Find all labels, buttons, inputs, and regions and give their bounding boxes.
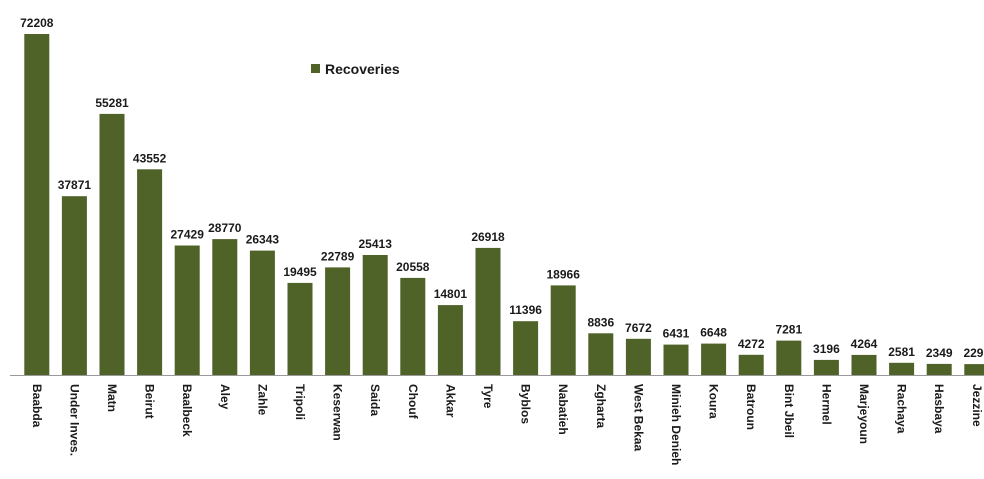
bar-hasbaya	[926, 363, 952, 375]
value-label: 43552	[133, 151, 167, 165]
category-label: Koura	[707, 384, 721, 419]
bar-koura	[701, 343, 727, 375]
value-label: 22789	[321, 249, 355, 263]
bar-west-bekaa	[625, 338, 651, 375]
bar-batroun	[738, 354, 764, 375]
value-labels-group: 72208 37871 55281 43552 27429 28770 26343 19495…	[20, 16, 984, 360]
bar-byblos	[513, 321, 539, 375]
bar-marjeyoun	[851, 354, 877, 375]
category-labels-group: Baabda Under Inves. Matn Beirut Baalbeck Aley…	[30, 384, 984, 465]
value-label: 6648	[700, 326, 727, 340]
category-label: West Bekaa	[631, 384, 645, 451]
category-label: Tyre	[481, 384, 495, 409]
value-label: 26343	[246, 233, 280, 247]
value-label: 7672	[625, 321, 652, 335]
value-label: 37871	[58, 178, 92, 192]
value-label: 4272	[738, 337, 765, 351]
value-label: 6431	[663, 327, 690, 341]
bar-beirut	[137, 169, 163, 375]
legend: Recoveries	[311, 61, 400, 77]
value-label: 8836	[587, 315, 614, 329]
value-label: 20558	[396, 260, 430, 274]
category-label: Rachaya	[895, 384, 909, 434]
bar-keserwan	[325, 267, 351, 375]
value-label: 3196	[813, 342, 840, 356]
value-label: 11396	[509, 303, 542, 317]
legend-swatch	[311, 64, 320, 73]
value-label: 55281	[95, 96, 129, 110]
value-label: 2298	[963, 346, 984, 360]
bars-group	[24, 34, 984, 376]
value-label: 2581	[888, 345, 915, 359]
category-label: Zahle	[255, 384, 269, 416]
value-label: 2349	[926, 346, 953, 360]
category-label: Baabda	[30, 384, 44, 428]
bar-zgharta	[588, 333, 614, 375]
category-label: Saida	[368, 384, 382, 416]
category-label: Minieh Denieh	[669, 384, 683, 465]
category-label: Baalbeck	[180, 384, 194, 437]
category-label: Batroun	[744, 384, 758, 430]
bar-aley	[212, 239, 238, 375]
category-label: Aley	[218, 384, 232, 410]
value-label: 18966	[547, 267, 581, 281]
bar-matn	[99, 113, 125, 376]
value-label: 25413	[359, 237, 393, 251]
bar-zahle	[249, 250, 275, 375]
category-label: Hasbaya	[932, 384, 946, 434]
bar-baabda	[24, 34, 50, 375]
category-label: Under Inves.	[67, 384, 81, 456]
category-label: Jezzine	[970, 384, 984, 427]
category-label: Zgharta	[594, 384, 608, 428]
value-label: 27429	[171, 228, 205, 242]
value-label: 72208	[20, 16, 54, 30]
category-label: Marjeyoun	[857, 384, 871, 444]
bar-under-inves-	[61, 196, 87, 375]
value-label: 14801	[434, 287, 468, 301]
category-label: Hermel	[819, 384, 833, 425]
bar-chouf	[400, 277, 426, 375]
category-label: Keserwan	[331, 384, 345, 441]
category-label: Chouf	[406, 384, 420, 420]
category-label: Bint Jbeil	[782, 384, 796, 438]
value-label: 4264	[851, 337, 878, 351]
value-label: 28770	[208, 221, 242, 235]
bar-bint-jbeil	[776, 340, 802, 375]
bar-minieh-denieh	[663, 344, 689, 375]
bar-tripoli	[287, 282, 313, 375]
value-label: 7281	[775, 323, 802, 337]
bar-hermel	[813, 359, 839, 375]
legend-label: Recoveries	[325, 61, 400, 77]
category-label: Byblos	[519, 384, 533, 424]
bar-jezzine	[964, 364, 984, 375]
bar-nabatieh	[550, 285, 576, 375]
bar-akkar	[437, 305, 463, 375]
bar-baalbeck	[174, 245, 200, 375]
bar-tyre	[475, 247, 501, 375]
category-label: Matn	[105, 384, 119, 412]
value-label: 26918	[471, 230, 505, 244]
category-label: Tripoli	[293, 384, 307, 420]
value-label: 19495	[283, 265, 317, 279]
bar-saida	[362, 255, 388, 375]
bar-rachaya	[889, 362, 915, 375]
category-label: Akkar	[443, 384, 457, 418]
category-label: Nabatieh	[556, 384, 570, 435]
category-label: Beirut	[143, 384, 157, 419]
